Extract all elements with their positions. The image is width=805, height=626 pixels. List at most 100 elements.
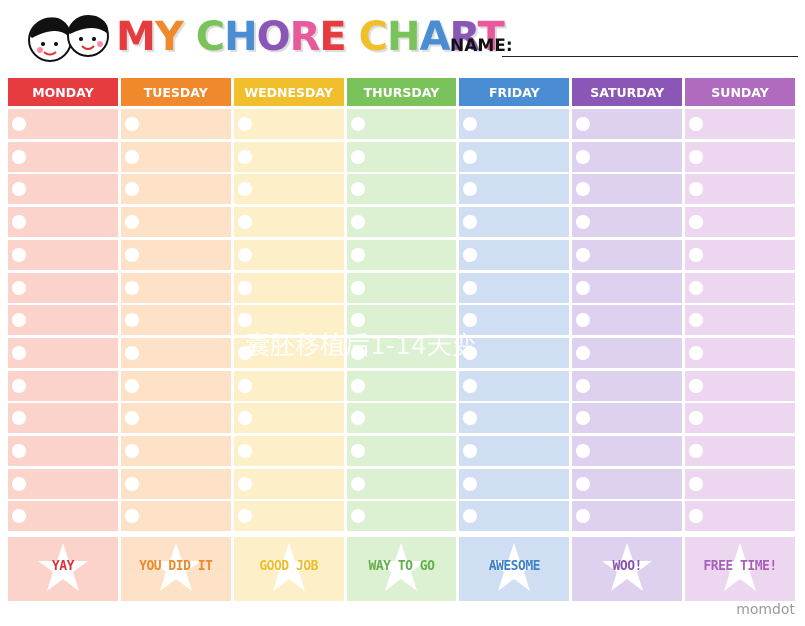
check-circle (463, 117, 478, 131)
chore-cell (346, 207, 457, 238)
chore-cell (572, 109, 683, 139)
check-circle (463, 378, 478, 393)
chore-cell (685, 305, 795, 336)
chore-cell (459, 109, 570, 139)
chore-cell (120, 370, 231, 401)
chore-cell (572, 501, 683, 532)
check-circle (350, 280, 365, 295)
check-circle (124, 411, 139, 426)
check-circle (12, 378, 26, 393)
check-circle (576, 411, 591, 426)
chore-cell (8, 436, 118, 466)
check-circle (689, 149, 704, 164)
check-circle (124, 215, 139, 230)
check-circle (689, 509, 704, 524)
chore-cell (233, 468, 344, 499)
chore-cell (233, 436, 344, 466)
chore-cell (346, 239, 457, 270)
check-circle (576, 509, 591, 524)
day-header: SUNDAY (685, 78, 795, 106)
chore-cell (120, 174, 231, 205)
check-circle (689, 215, 704, 230)
chore-cell (459, 337, 570, 368)
name-line (502, 56, 798, 57)
chore-cell (233, 239, 344, 270)
footer-text: YOU DID IT (139, 559, 213, 574)
check-circle (463, 411, 478, 426)
check-circle (350, 247, 365, 262)
chore-cell (8, 337, 118, 368)
check-circle (12, 182, 26, 197)
chore-cell (572, 239, 683, 270)
chore-cell (120, 436, 231, 466)
check-circle (463, 149, 478, 164)
chart-grid: MONDAY YAY TUESDAY YOU DID IT WEDNESDAY GOOD … (8, 78, 798, 601)
chore-cell (346, 337, 457, 368)
chore-cell (346, 370, 457, 401)
day-column: FRIDAY AWESOME (459, 78, 570, 601)
chore-cell (572, 436, 683, 466)
chore-cell (459, 403, 570, 434)
chore-cell (120, 305, 231, 336)
check-circle (237, 345, 252, 360)
check-circle (12, 215, 26, 230)
check-circle (350, 476, 365, 491)
chore-cell (346, 501, 457, 532)
chore-cell (572, 305, 683, 336)
chore-cell (233, 370, 344, 401)
footer-text: WOO! (612, 559, 643, 574)
chore-cell (685, 337, 795, 368)
chore-cell (459, 436, 570, 466)
chore-cell (346, 403, 457, 434)
check-circle (237, 509, 252, 524)
chore-cell (459, 239, 570, 270)
day-column: SUNDAY FREE TIME! (685, 78, 795, 601)
day-column: THURSDAY WAY TO GO (346, 78, 457, 601)
chore-cell (233, 305, 344, 336)
star (489, 543, 540, 591)
brand: momdot (736, 602, 795, 618)
check-circle (350, 444, 365, 458)
chore-cell (233, 109, 344, 139)
day-column: TUESDAY YOU DID IT (120, 78, 231, 601)
check-circle (463, 247, 478, 262)
check-circle (237, 149, 252, 164)
check-circle (124, 117, 139, 131)
check-circle (463, 215, 478, 230)
day-header: MONDAY (8, 78, 118, 106)
chore-cell (572, 141, 683, 172)
chore-cell (685, 207, 795, 238)
check-circle (350, 509, 365, 524)
star (263, 543, 314, 591)
check-circle (576, 215, 591, 230)
chore-cell (233, 403, 344, 434)
star (37, 543, 88, 591)
chore-cell (120, 501, 231, 532)
chore-cell (8, 239, 118, 270)
star (602, 543, 653, 591)
footer-text: GOOD JOB (259, 559, 318, 574)
check-circle (576, 476, 591, 491)
check-circle (237, 378, 252, 393)
check-circle (237, 444, 252, 458)
check-circle (689, 247, 704, 262)
check-circle (124, 280, 139, 295)
check-circle (237, 117, 252, 131)
chore-cell (346, 272, 457, 303)
chore-cell (233, 141, 344, 172)
star (376, 543, 427, 591)
check-circle (350, 215, 365, 230)
check-circle (463, 345, 478, 360)
check-circle (124, 182, 139, 197)
chore-cell (233, 207, 344, 238)
check-circle (576, 117, 591, 131)
check-circle (237, 182, 252, 197)
check-circle (12, 345, 26, 360)
check-circle (350, 117, 365, 131)
chore-cell (459, 272, 570, 303)
chore-cell (685, 141, 795, 172)
chore-cell (685, 403, 795, 434)
check-circle (12, 117, 26, 131)
check-circle (12, 149, 26, 164)
